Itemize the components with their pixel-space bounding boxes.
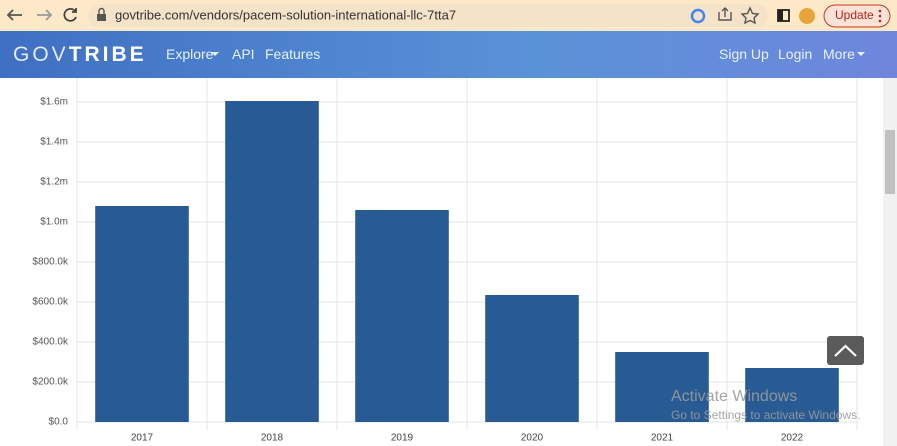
url-text: govtribe.com/vendors/pacem-solution-inte… <box>115 7 456 22</box>
x-tick-label: 2019 <box>391 433 414 444</box>
bookmark-star[interactable] <box>740 6 760 25</box>
bar <box>615 352 709 422</box>
scroll-top-button[interactable] <box>827 336 864 365</box>
dropdown-caret <box>857 52 865 60</box>
update-label: Update <box>835 8 874 22</box>
browser-toolbar: govtribe.com/vendors/pacem-solution-inte… <box>0 0 897 31</box>
scroll-top-box <box>827 336 864 365</box>
y-tick-label: $0.0 <box>49 417 69 428</box>
nav-explore[interactable]: Explore <box>166 46 214 62</box>
menu-dot <box>878 19 882 23</box>
navbar: GOVTRIBE Explore API Features Sign Up Lo… <box>0 31 897 78</box>
lock-shackle <box>98 7 105 14</box>
logo-tribe: TRIBE <box>68 43 147 66</box>
y-tick-label: $1.6m <box>40 97 68 108</box>
reload-button[interactable] <box>63 7 77 22</box>
forward-button[interactable] <box>37 9 53 21</box>
nav-more[interactable]: More <box>823 46 855 62</box>
profile-icon[interactable] <box>799 8 815 24</box>
y-tick-label: $200.0k <box>32 377 69 388</box>
toolbar-icons: govtribe.com/vendors/pacem-solution-inte… <box>6 4 891 28</box>
chart: $0.0 $200.0k $400.0k $600.0k $800.0k $1.0m $1.… <box>32 78 897 446</box>
y-tick-label: $1.4m <box>40 137 68 148</box>
x-tick-label: 2020 <box>521 433 544 444</box>
watermark-title: Activate Windows <box>671 388 797 405</box>
sidebar-icon-fill <box>778 10 783 21</box>
menu-dot <box>878 14 882 18</box>
nav-login[interactable]: Login <box>778 46 813 62</box>
bar <box>225 101 319 422</box>
nav-signup[interactable]: Sign Up <box>719 46 769 62</box>
bar <box>95 206 189 422</box>
google-icon[interactable] <box>690 8 706 24</box>
y-tick-label: $600.0k <box>32 297 69 308</box>
x-tick-label: 2017 <box>131 433 154 444</box>
menu-dot <box>878 9 882 13</box>
address-bar[interactable] <box>88 4 768 27</box>
y-tick-label: $1.2m <box>40 177 68 188</box>
y-tick-label: $1.0m <box>40 217 68 228</box>
x-tick-label: 2018 <box>261 433 284 444</box>
nav-features[interactable]: Features <box>265 46 321 62</box>
update-button[interactable] <box>823 4 891 28</box>
bar <box>355 210 449 422</box>
lock-icon <box>97 14 106 21</box>
scrollbar-thumb[interactable] <box>885 130 895 194</box>
nav-api[interactable]: API <box>232 46 255 62</box>
logo[interactable]: GOVTRIBE <box>13 43 147 67</box>
x-tick-label: 2022 <box>781 433 804 444</box>
y-tick-label: $400.0k <box>32 337 69 348</box>
watermark-subtitle: Go to Settings to activate Windows. <box>671 408 860 422</box>
bar <box>485 295 579 422</box>
share-icon[interactable] <box>718 7 732 21</box>
scroll-top-chevron <box>834 344 857 357</box>
y-tick-label: $800.0k <box>32 257 69 268</box>
back-button[interactable] <box>6 9 22 21</box>
x-tick-label: 2021 <box>651 433 674 444</box>
dropdown-caret <box>211 52 219 60</box>
logo-gov: GOV <box>13 43 69 66</box>
bar <box>745 368 839 422</box>
